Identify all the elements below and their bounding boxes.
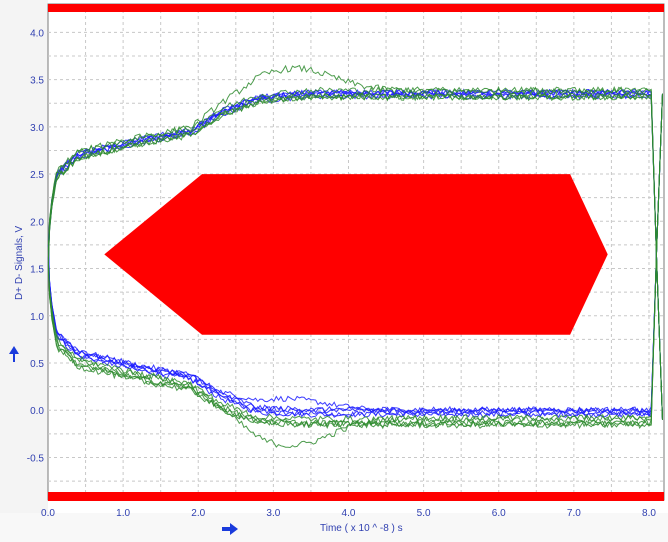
signal-trace: [47, 86, 663, 420]
y-tick-label: -0.5: [27, 453, 45, 464]
y-tick-label: 2.0: [30, 217, 44, 228]
axis-icons: [9, 346, 238, 535]
upper-limit-bar: [48, 4, 664, 12]
y-tick-label: 0.5: [30, 359, 44, 370]
x-tick-label: 2.0: [191, 508, 205, 519]
x-tick-label: 7.0: [567, 508, 581, 519]
tick-labels: 0.0 1.0 2.0 3.0 4.0 5.0 6.0 7.0 8.0 -0.5 0.0 0.5 1.0…: [27, 28, 657, 519]
x-tick-label: 5.0: [417, 508, 431, 519]
y-tick-label: 2.5: [30, 170, 44, 181]
x-tick-label: 1.0: [116, 508, 130, 519]
x-axis-label: Time ( x 10 ^ -8 ) s: [320, 523, 403, 534]
y-tick-label: 1.0: [30, 312, 44, 323]
bottom-panel: [0, 513, 668, 542]
x-tick-label: 0.0: [41, 508, 55, 519]
signal-trace: [47, 92, 663, 420]
y-tick-label: 4.0: [30, 28, 44, 39]
signal-traces: [47, 64, 663, 449]
signal-trace: [47, 93, 663, 414]
x-tick-label: 8.0: [642, 508, 656, 519]
y-tick-label: 0.0: [30, 406, 44, 417]
y-tick-label: 3.0: [30, 123, 44, 134]
lower-limit-bar: [48, 492, 664, 501]
signal-trace: [47, 93, 663, 418]
x-tick-label: 3.0: [266, 508, 280, 519]
x-tick-label: 4.0: [342, 508, 356, 519]
signal-trace: [47, 93, 663, 424]
right-arrow-icon: [222, 523, 238, 535]
y-axis-label: D+ D- Signals, V: [14, 225, 25, 300]
signal-trace: [47, 93, 663, 428]
y-tick-label: 1.5: [30, 265, 44, 276]
mask-region: [104, 174, 608, 335]
signal-trace: [47, 88, 663, 420]
mask-hexagon: [104, 174, 608, 335]
limit-bars: [48, 4, 664, 501]
y-tick-label: 3.5: [30, 76, 44, 87]
x-tick-label: 6.0: [492, 508, 506, 519]
signal-trace: [47, 93, 663, 415]
up-arrow-icon: [9, 346, 19, 362]
signal-trace: [47, 92, 663, 420]
left-panel: [0, 0, 48, 542]
signal-trace: [47, 93, 663, 415]
